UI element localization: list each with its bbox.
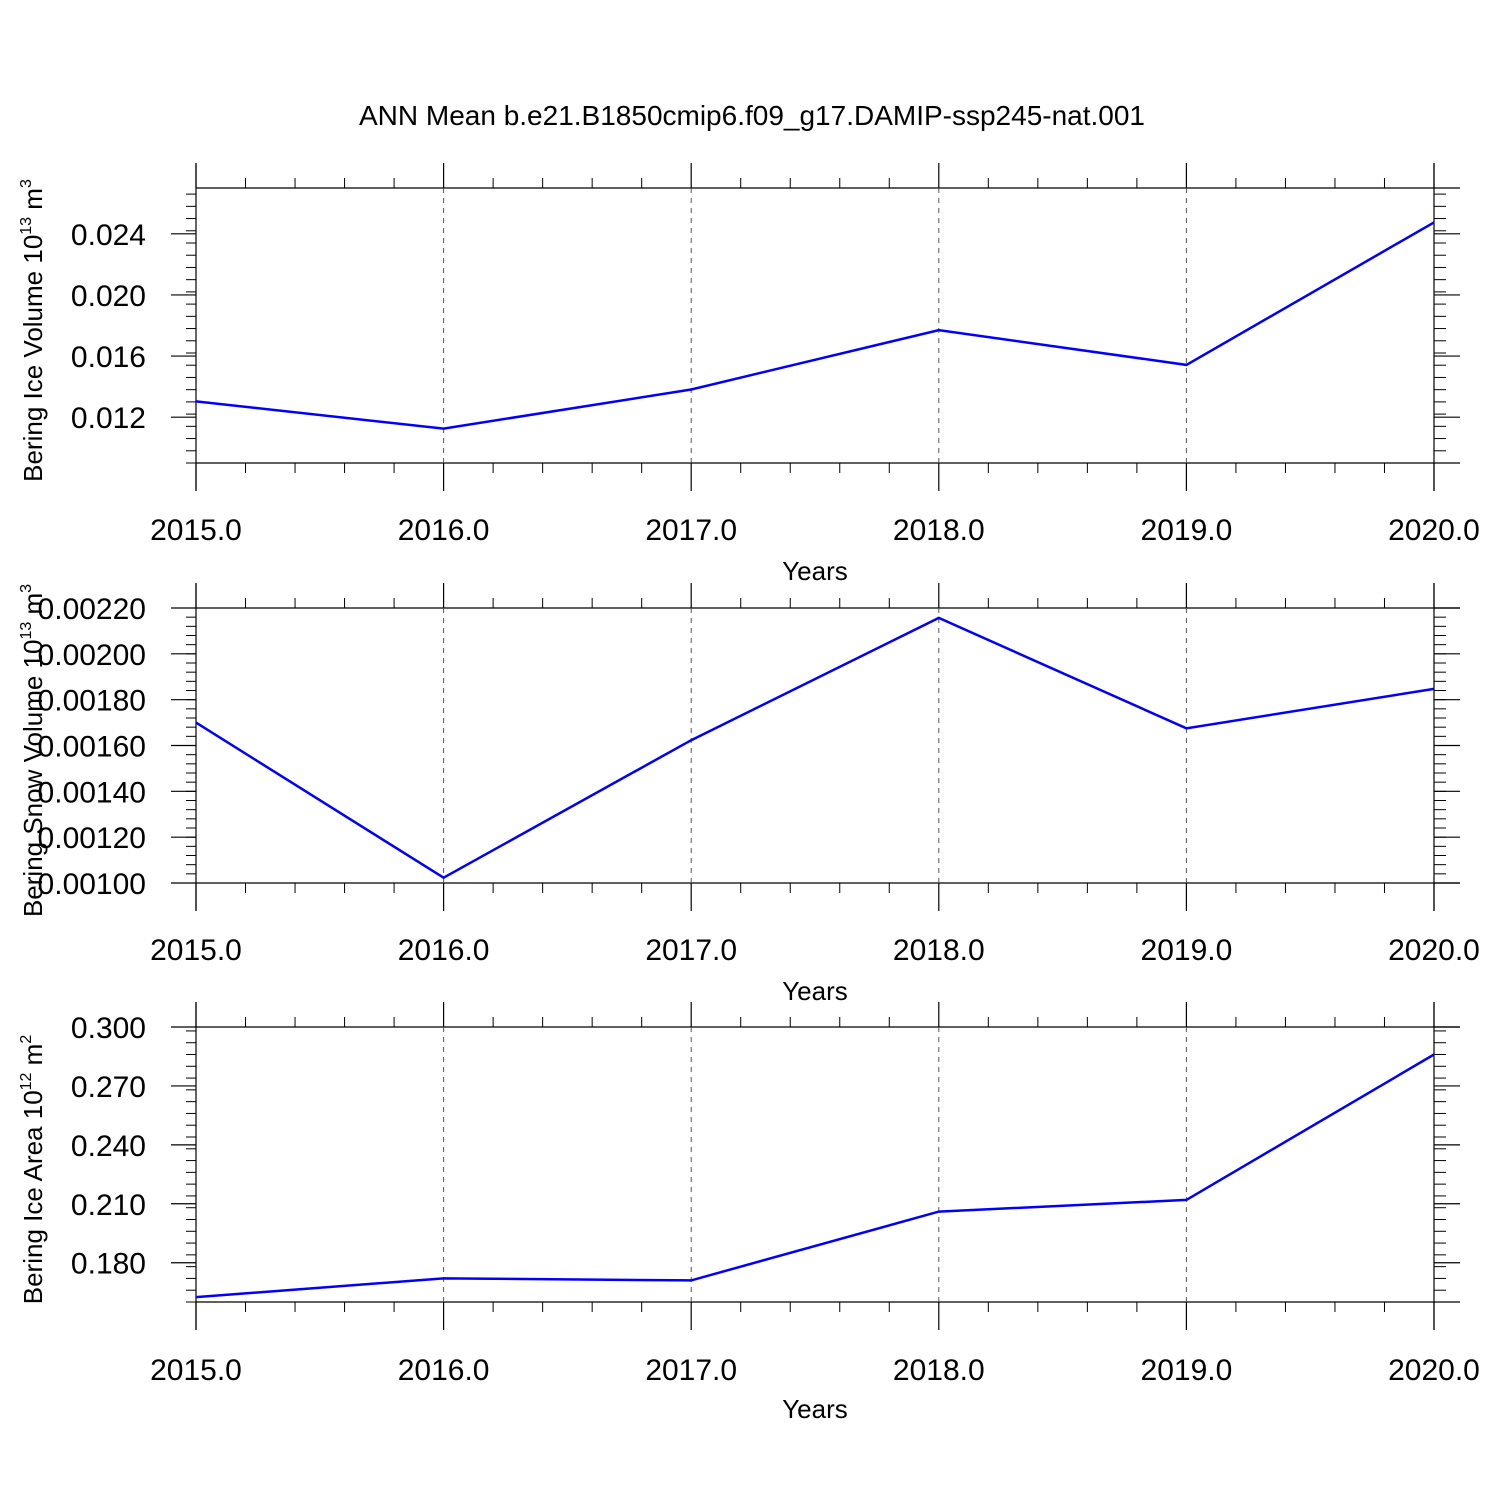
x-tick-label: 2018.0 [893,1354,985,1387]
y-tick-label: 0.00100 [38,868,146,901]
chart-panel-2: 2015.0 2016.0 2017.0 2018.0 2019.0 2020.0 0.00… [18,583,1480,1006]
x-axis-title: Years [782,556,848,586]
y-tick-label: 0.300 [71,1012,146,1045]
y-tick-label: 0.270 [71,1071,146,1104]
figure-title: ANN Mean b.e21.B1850cmip6.f09_g17.DAMIP-… [359,100,1145,131]
data-line [195,221,1435,430]
data-line [195,1053,1435,1299]
x-tick-label: 2017.0 [645,934,737,967]
y-tick-label: 0.020 [71,280,146,313]
x-tick-label: 2017.0 [645,1354,737,1387]
y-tick-label: 0.210 [71,1189,146,1222]
x-tick-label: 2016.0 [398,514,490,547]
x-tick-label: 2016.0 [398,934,490,967]
x-tick-label: 2015.0 [150,514,242,547]
y-tick-label: 0.00200 [38,639,146,672]
x-tick-label: 2020.0 [1388,514,1480,547]
y-tick-label: 0.00160 [38,731,146,764]
x-tick-label: 2018.0 [893,514,985,547]
y-tick-label: 0.00140 [38,776,146,809]
data-line [195,616,1435,880]
x-tick-label: 2018.0 [893,934,985,967]
y-tick-label: 0.024 [71,219,146,252]
x-axis-title: Years [782,976,848,1006]
y-axis-title: Bering Snow Volume 1013 m3 [18,584,48,917]
y-tick-label: 0.00180 [38,685,146,718]
x-tick-label: 2016.0 [398,1354,490,1387]
chart-panel-1: 2015.0 2016.0 2017.0 2018.0 2019.0 2020.0 0.01… [18,163,1480,586]
x-tick-label: 2019.0 [1141,1354,1233,1387]
y-axis-title: Bering Ice Area 1012 m2 [18,1035,48,1305]
y-tick-label: 0.240 [71,1130,146,1163]
y-axis-title: Bering Ice Volume 1013 m3 [18,179,48,482]
x-tick-label: 2015.0 [150,934,242,967]
x-tick-label: 2019.0 [1141,934,1233,967]
x-tick-label: 2017.0 [645,514,737,547]
x-tick-label: 2019.0 [1141,514,1233,547]
x-tick-label: 2015.0 [150,1354,242,1387]
chart-panel-3: 2015.0 2016.0 2017.0 2018.0 2019.0 2020.0 0.18… [18,1002,1480,1424]
chart-panels: 2015.0 2016.0 2017.0 2018.0 2019.0 2020.0 0.01… [18,163,1480,1424]
x-tick-label: 2020.0 [1388,934,1480,967]
y-tick-label: 0.00220 [38,593,146,626]
y-tick-label: 0.016 [71,341,146,374]
y-tick-label: 0.180 [71,1248,146,1281]
x-axis-title: Years [782,1394,848,1424]
y-tick-label: 0.00120 [38,822,146,855]
x-tick-label: 2020.0 [1388,1354,1480,1387]
y-tick-label: 0.012 [71,402,146,435]
